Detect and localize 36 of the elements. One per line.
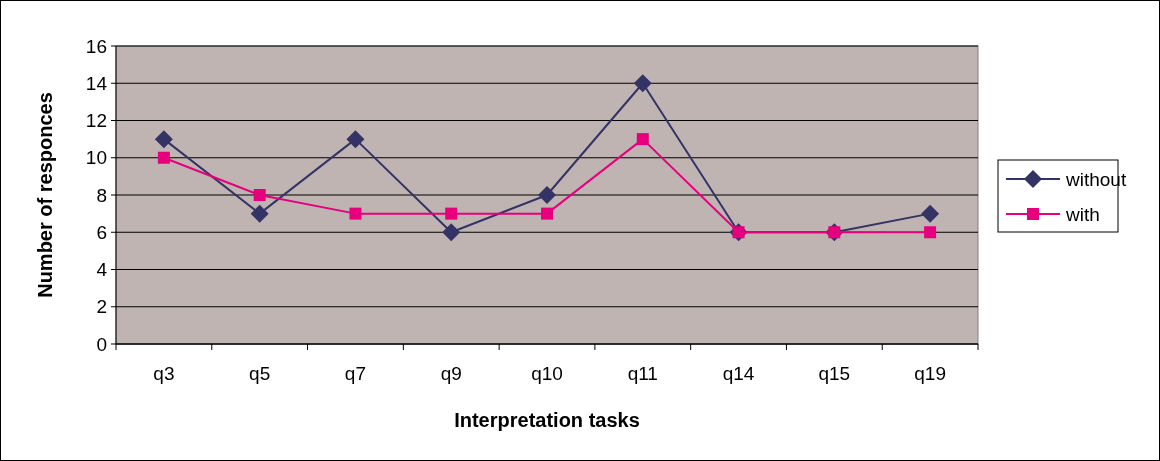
point <box>445 207 458 220</box>
x-tick-label: q15 <box>818 363 851 384</box>
x-tick-label: q9 <box>440 363 462 384</box>
point <box>541 207 553 220</box>
y-tick-label: 6 <box>96 221 107 243</box>
y-tick-label: 16 <box>85 35 107 57</box>
y-tick-label: 10 <box>85 147 107 169</box>
x-tick-label: q11 <box>627 363 658 384</box>
x-tick-label: q3 <box>153 363 175 384</box>
x-tick-label: q7 <box>344 363 367 384</box>
y-tick-label: 12 <box>85 110 107 132</box>
point <box>442 223 461 242</box>
point <box>346 130 365 149</box>
legend-label: without <box>1065 168 1127 190</box>
y-tick-label: 0 <box>96 333 107 355</box>
point <box>636 133 649 146</box>
point <box>633 74 652 93</box>
point <box>921 204 940 223</box>
y-tick-label: 8 <box>96 184 107 206</box>
point <box>154 130 173 149</box>
x-tick-label: q14 <box>722 363 755 384</box>
point <box>924 226 937 239</box>
y-tick-label: 2 <box>96 296 107 318</box>
y-axis-title: Number of responces <box>34 92 56 298</box>
x-tick-label: q10 <box>531 363 563 384</box>
point <box>250 204 269 223</box>
point <box>349 207 362 220</box>
x-tick-label: q19 <box>914 363 946 384</box>
x-tick-label: q5 <box>249 363 271 384</box>
y-tick-label: 14 <box>85 72 108 94</box>
point <box>157 151 170 164</box>
x-axis-title: Interpretation tasks <box>454 409 640 431</box>
y-tick-label: 4 <box>96 259 108 281</box>
point <box>253 189 266 201</box>
point <box>538 186 556 204</box>
legend-label: with <box>1065 203 1100 225</box>
